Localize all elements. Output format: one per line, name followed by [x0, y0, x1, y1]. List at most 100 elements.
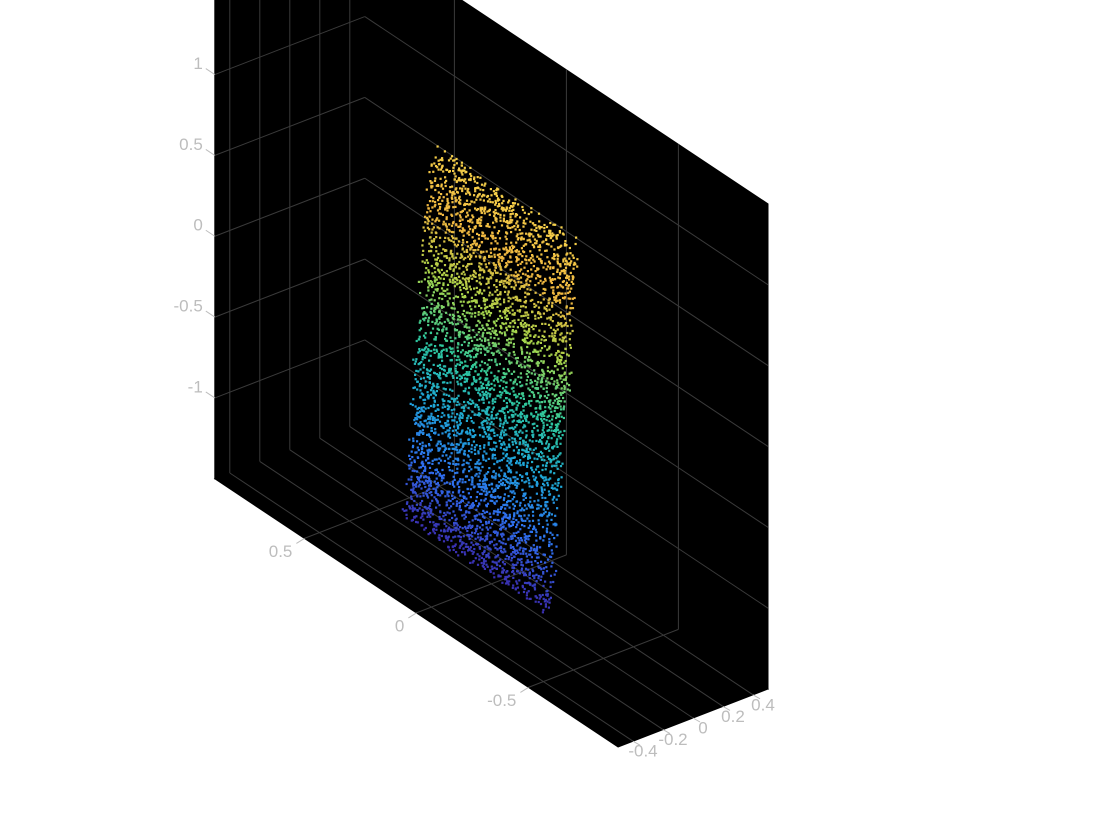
scatter-point: [553, 445, 556, 448]
scatter-point: [511, 309, 514, 312]
scatter-point: [526, 369, 529, 372]
scatter-point: [480, 387, 483, 390]
scatter-point: [522, 461, 525, 464]
scatter-point: [465, 203, 468, 206]
scatter-point: [456, 346, 459, 349]
scatter-point: [566, 252, 569, 255]
scatter-point: [491, 455, 494, 458]
scatter-point: [434, 469, 437, 472]
scatter-point: [502, 452, 505, 455]
scatter-point: [451, 185, 454, 188]
scatter-point: [488, 314, 491, 317]
scatter-point: [441, 359, 444, 362]
scatter-point: [558, 374, 561, 377]
scatter-point: [564, 269, 567, 272]
scatter-point: [498, 362, 501, 366]
scatter-point: [451, 528, 454, 532]
scatter-point: [488, 512, 491, 515]
scatter-point: [440, 529, 443, 532]
scatter-point: [449, 186, 452, 189]
scatter-point: [452, 263, 456, 266]
scatter-point: [515, 446, 519, 449]
scatter-point: [516, 220, 519, 223]
scatter-point: [456, 279, 459, 282]
scatter-point: [442, 305, 445, 309]
scatter-point: [483, 450, 486, 453]
scatter-point: [466, 352, 470, 355]
scatter-point: [443, 459, 446, 463]
scatter-point: [479, 266, 482, 269]
scatter-point: [461, 331, 464, 334]
scatter-point: [556, 428, 560, 431]
scatter-point: [557, 422, 560, 425]
scatter-point: [437, 447, 440, 450]
scatter-point: [462, 309, 465, 312]
scatter-point: [504, 557, 507, 561]
scatter-point: [428, 504, 431, 508]
scatter-point: [494, 477, 497, 480]
scatter-point: [551, 320, 554, 323]
scatter-point: [478, 555, 481, 558]
scatter-point: [475, 198, 478, 201]
scatter-point: [486, 534, 489, 537]
scatter-point: [544, 561, 547, 564]
scatter-point: [476, 176, 479, 179]
scatter-point: [478, 304, 481, 307]
scatter-point: [565, 253, 568, 256]
scatter-point: [487, 383, 490, 387]
scatter-point: [437, 203, 441, 206]
scatter-point: [455, 421, 458, 424]
scatter-point: [543, 479, 546, 482]
scatter-point: [432, 416, 435, 419]
scatter-point: [547, 436, 550, 439]
scatter-point: [516, 523, 519, 526]
scatter-point: [508, 246, 511, 249]
scatter-point: [475, 286, 478, 289]
scatter-point: [437, 304, 440, 307]
scatter-point: [526, 239, 529, 242]
scatter-point: [570, 302, 573, 305]
scatter-point: [438, 474, 441, 477]
scatter-point: [433, 532, 436, 535]
scatter-point: [494, 209, 497, 212]
scatter-point: [416, 481, 419, 484]
scatter-point: [433, 162, 436, 165]
scatter-point: [501, 322, 504, 325]
scatter-point: [519, 276, 523, 279]
y-tick-label: -0.5: [487, 691, 516, 710]
scatter-point: [536, 424, 539, 428]
scatter-point: [526, 288, 529, 291]
scatter-point: [506, 575, 509, 578]
scatter-point: [494, 329, 497, 332]
scatter-point: [457, 443, 460, 446]
scatter-point: [478, 483, 481, 486]
scatter-point: [569, 307, 572, 310]
scatter-point: [421, 244, 424, 247]
scatter-point: [540, 419, 544, 422]
scatter-point: [540, 418, 543, 421]
scatter-point: [452, 475, 455, 478]
scatter-point: [448, 223, 451, 226]
scatter-point: [462, 241, 465, 244]
scatter-point: [467, 535, 471, 538]
scatter-point: [511, 226, 514, 229]
scatter-point: [430, 343, 433, 346]
scatter-point: [513, 245, 516, 248]
scatter-point: [502, 322, 505, 326]
scatter-point: [493, 212, 496, 215]
scatter-point: [520, 376, 523, 379]
scatter-point: [472, 249, 475, 252]
scatter-point: [545, 593, 548, 596]
scatter-point: [441, 297, 444, 301]
scatter-point: [476, 232, 479, 235]
scatter-point: [455, 180, 458, 184]
scatter-point: [425, 216, 429, 219]
scatter-point: [565, 276, 568, 279]
scatter-point: [540, 261, 543, 265]
scatter-point: [405, 482, 408, 486]
scatter-point: [459, 422, 462, 425]
scatter-point: [560, 408, 563, 411]
scatter-point: [458, 486, 461, 489]
scatter-point: [564, 283, 568, 286]
scatter-point: [511, 246, 515, 249]
